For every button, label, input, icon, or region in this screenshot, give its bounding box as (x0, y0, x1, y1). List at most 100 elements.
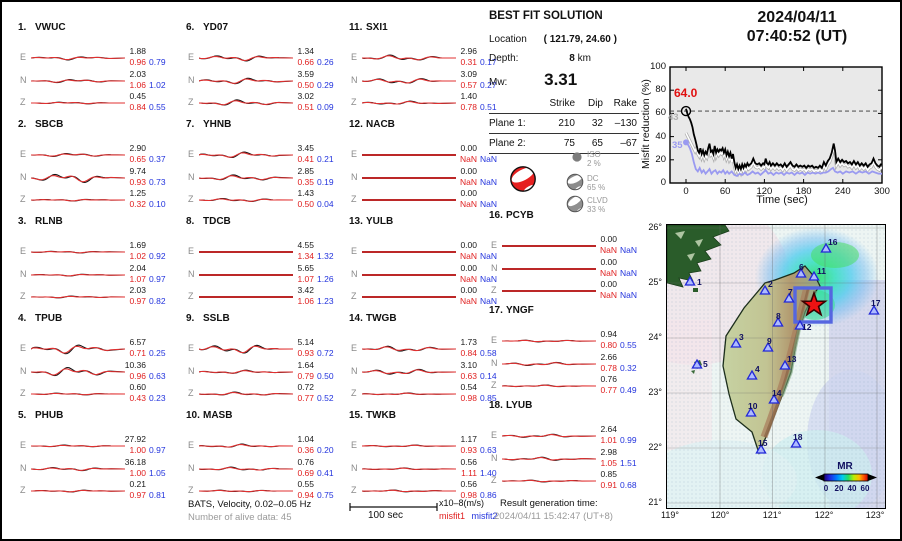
misfit1-value: 0.80 (600, 340, 617, 350)
component-label: E (188, 246, 195, 256)
station-map-number: 13 (787, 354, 797, 364)
station-triangle (768, 393, 780, 404)
station-triangle (790, 437, 802, 448)
component-values: 1.25 0.32 0.10 (116, 188, 165, 210)
component-values: 0.00 NaN NaN (587, 279, 637, 301)
amplitude-value: 2.64 (600, 424, 617, 434)
amplitude-value: 2.85 (297, 166, 314, 176)
x-tick-label: 300 (874, 186, 890, 197)
misfit1-value: 0.93 (297, 348, 314, 358)
component-label: E (491, 335, 498, 345)
misfit1-value: 0.66 (297, 57, 314, 67)
component-row: E 2.64 1.01 0.99 (489, 424, 641, 447)
component-values: 0.00 NaN NaN (447, 188, 497, 210)
misfit2-value: 0.55 (149, 102, 166, 112)
amplitude-line: 3.09 (447, 69, 497, 80)
misfit2-value: 0.55 (620, 340, 637, 350)
waveform-plot (502, 384, 596, 388)
station-code: YHNB (203, 119, 232, 130)
amplitude-line: 0.76 (284, 457, 334, 468)
misfit1-value: 1.01 (600, 435, 617, 445)
misfit-line: 0.51 0.09 (284, 102, 333, 113)
misfit-plot-xlabel: Time (sec) (756, 194, 808, 206)
amplitude-line: 0.00 (447, 188, 497, 199)
component-values: 5.14 0.93 0.72 (284, 337, 333, 359)
misfit-line: NaN NaN (587, 290, 637, 301)
waveform-plot (362, 296, 456, 298)
amplitude-value: 2.96 (460, 46, 477, 56)
misfit-legend: misfit1 misfit2 (439, 511, 498, 521)
amplitude-value: 3.10 (460, 360, 477, 370)
misfit-line: 1.06 1.23 (284, 296, 333, 307)
component-values: 0.00 NaN NaN (447, 143, 497, 165)
component-label: E (20, 149, 27, 159)
amplitude-value: 0.60 (129, 382, 146, 392)
misfit-start-label: 64.0 (674, 86, 698, 100)
amplitude-value: 0.00 (460, 240, 477, 250)
amplitude-value: 1.73 (460, 337, 477, 347)
station-code: SXI1 (366, 22, 388, 33)
component-label: Z (20, 388, 26, 398)
station-header: 2. SBCB (18, 119, 63, 130)
component-label: Z (20, 194, 26, 204)
iso-beachball-icon (572, 152, 582, 162)
component-row: Z 0.00 NaN NaN (349, 285, 501, 308)
misfit-line: 1.05 1.51 (587, 458, 636, 469)
lon-label: 119° (661, 510, 679, 520)
component-values: 0.55 0.94 0.75 (284, 479, 334, 501)
misfit2-value: 0.27 (480, 80, 497, 90)
station-triangle (762, 341, 774, 352)
amplitude-line: 4.55 (284, 240, 334, 251)
taiwan-station-map: 1 2 3 4 5 6 7 8 9 10 11 12 13 14 15 16 17 18 MR 0 20 40 60 (600, 195, 897, 520)
misfit2-value: 0.85 (480, 393, 497, 403)
station-triangle (795, 267, 807, 278)
lon-label: 121° (762, 510, 782, 520)
component-label: N (20, 269, 27, 279)
y-tick-label: 0 (660, 177, 666, 188)
misfit2-value: 0.50 (317, 371, 334, 381)
component-values: 3.59 0.50 0.29 (284, 69, 333, 91)
component-values: 3.02 0.51 0.09 (284, 91, 333, 113)
nodal-plane-table: Strike Dip Rake Plane 1: 210 32 –130 Pla… (489, 94, 639, 154)
colorbar-tick: 60 (861, 484, 870, 493)
waveform-plot (31, 489, 125, 493)
misfit-line: 1.02 0.92 (116, 251, 165, 262)
station-number: 9. (186, 313, 195, 324)
misfit-line: 0.71 0.25 (116, 348, 165, 359)
amplitude-line: 0.55 (284, 479, 334, 490)
misfit1-value: 1.05 (600, 458, 617, 468)
amplitude-value: 2.03 (129, 285, 146, 295)
component-label: N (351, 463, 358, 473)
component-values: 0.76 0.69 0.41 (284, 457, 334, 479)
component-values: 0.94 0.80 0.55 (587, 329, 637, 351)
component-values: 3.09 0.57 0.27 (447, 69, 497, 91)
station-header: 12. NACB (349, 119, 395, 130)
amplitude-line: 1.88 (116, 46, 166, 57)
component-row: N 0.00 NaN NaN (349, 263, 501, 286)
component-values: 5.65 1.07 1.26 (284, 263, 333, 285)
station-panel: 6. YD07 E 1.34 0.66 0.26 N 3.59 0.50 0.29 Z 3.02 0.5… (186, 22, 338, 118)
component-values: 3.45 0.41 0.21 (284, 143, 333, 165)
misfit1-value: 0.91 (600, 480, 617, 490)
amplitude-line: 0.00 (447, 143, 497, 154)
station-map-number: 3 (739, 332, 744, 342)
misfit1-value: 0.32 (129, 199, 146, 209)
component-values: 3.10 0.63 0.14 (447, 360, 496, 382)
station-code: TPUB (35, 313, 63, 324)
station-header: 16. PCYB (489, 210, 534, 221)
amplitude-value: 0.76 (297, 457, 314, 467)
lon-label: 123° (865, 510, 885, 520)
amplitude-line: 2.03 (116, 69, 166, 80)
component-values: 0.00 NaN NaN (447, 263, 497, 285)
misfit2-value: 0.97 (149, 274, 166, 284)
misfit1-value: 0.84 (129, 102, 146, 112)
component-row: E 2.90 0.65 0.37 (18, 143, 170, 166)
component-label: N (491, 263, 498, 273)
misfit2-value: NaN (480, 177, 498, 187)
misfit-line: 0.84 0.58 (447, 348, 496, 359)
colorbar-tick: 20 (835, 484, 844, 493)
component-label: E (20, 52, 27, 62)
component-values: 0.00 NaN NaN (587, 257, 637, 279)
station-triangle (730, 337, 742, 348)
lat-label: 26° (648, 222, 662, 232)
